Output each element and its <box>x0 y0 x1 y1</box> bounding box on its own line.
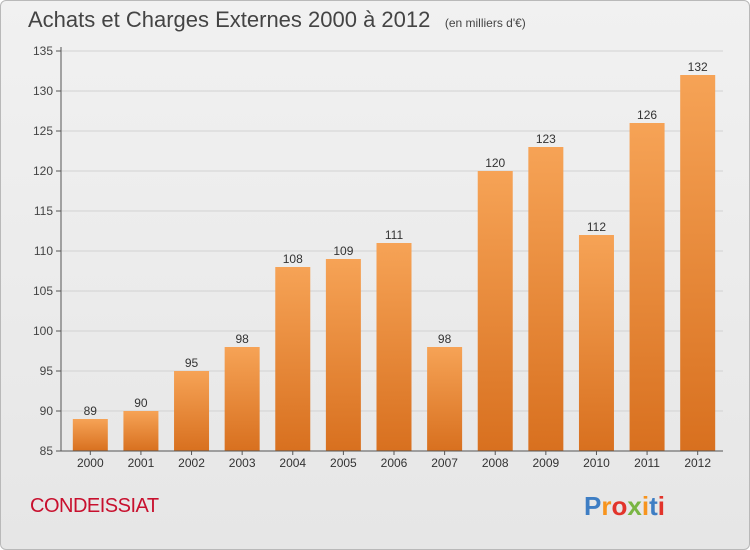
logo-letter: x <box>627 491 642 521</box>
chart-title: Achats et Charges Externes 2000 à 2012 <box>28 7 431 32</box>
x-tick-label: 2003 <box>229 456 256 470</box>
value-label: 98 <box>438 332 452 346</box>
y-tick-label: 110 <box>34 244 53 258</box>
bar-2000[interactable] <box>72 419 108 451</box>
bar-2011[interactable] <box>629 123 665 451</box>
value-label: 90 <box>134 396 148 410</box>
axes <box>56 47 723 455</box>
x-tick-label: 2009 <box>532 456 559 470</box>
y-tick-label: 100 <box>33 324 53 338</box>
x-tick-label: 2002 <box>178 456 205 470</box>
x-tick-label: 2004 <box>279 456 306 470</box>
place-name: CONDEISSIAT <box>30 495 159 517</box>
proxiti-logo[interactable]: Proxiti <box>584 491 665 522</box>
x-tick-label: 2001 <box>128 456 155 470</box>
bar-2001[interactable] <box>123 411 159 451</box>
bar-2009[interactable] <box>528 147 564 451</box>
y-tick-label: 135 <box>33 44 53 58</box>
x-tick-label: 2005 <box>330 456 357 470</box>
value-label: 123 <box>536 132 556 146</box>
x-tick-label: 2006 <box>381 456 408 470</box>
logo-letter: P <box>584 491 602 521</box>
y-tick-label: 115 <box>34 204 53 218</box>
value-label: 108 <box>283 252 303 266</box>
title-row: Achats et Charges Externes 2000 à 2012 (… <box>28 7 526 33</box>
chart-unit: (en milliers d'€) <box>444 16 526 30</box>
logo-letter: t <box>649 491 658 521</box>
bar-2007[interactable] <box>427 347 463 451</box>
value-label: 89 <box>84 404 98 418</box>
value-label: 98 <box>235 332 249 346</box>
bar-2004[interactable] <box>275 267 311 451</box>
y-tick-label: 90 <box>40 404 54 418</box>
y-tick-label: 130 <box>33 84 53 98</box>
x-tick-label: 2007 <box>431 456 458 470</box>
logo-letter: r <box>601 491 612 521</box>
labels: 85 90 95 100 105 110 115 120 125 130 135 89 2000 90 20… <box>33 44 711 470</box>
bar-2003[interactable] <box>224 347 260 451</box>
bar-2002[interactable] <box>174 371 210 451</box>
y-tick-label: 120 <box>33 164 53 178</box>
y-tick-label: 105 <box>33 284 53 298</box>
bar-2006[interactable] <box>376 243 412 451</box>
bar-2012[interactable] <box>680 75 716 451</box>
logo-letter: o <box>611 491 628 521</box>
x-tick-label: 2012 <box>684 456 711 470</box>
x-tick-label: 2008 <box>482 456 509 470</box>
logo-letter: i <box>657 491 665 521</box>
bar-2010[interactable] <box>578 235 614 451</box>
logo-letter: i <box>641 491 650 521</box>
value-label: 132 <box>688 60 708 74</box>
value-label: 126 <box>637 108 657 122</box>
bars <box>72 75 716 451</box>
x-tick-label: 2010 <box>583 456 610 470</box>
y-tick-label: 95 <box>40 364 54 378</box>
x-tick-label: 2000 <box>77 456 104 470</box>
value-label: 112 <box>587 220 606 234</box>
value-label: 95 <box>185 356 199 370</box>
value-label: 111 <box>385 228 404 242</box>
value-label: 109 <box>333 244 353 258</box>
bar-2005[interactable] <box>325 259 361 451</box>
bar-2008[interactable] <box>477 171 513 451</box>
y-tick-label: 85 <box>40 444 54 458</box>
y-tick-label: 125 <box>33 124 53 138</box>
x-tick-label: 2011 <box>634 456 660 470</box>
value-label: 120 <box>485 156 505 170</box>
